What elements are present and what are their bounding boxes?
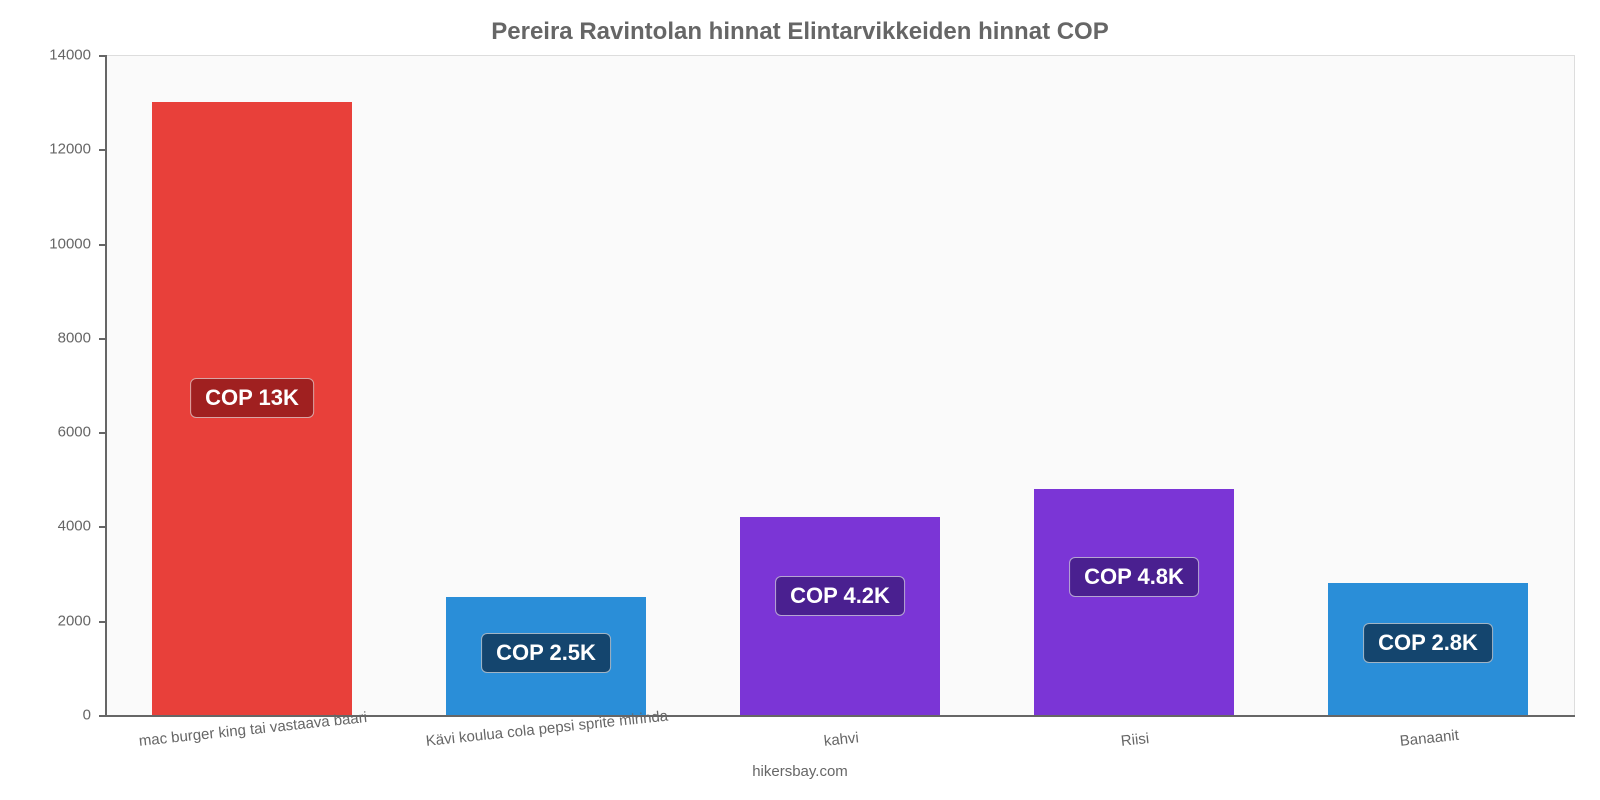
y-tick-label: 6000 <box>0 424 91 441</box>
x-tick-label: Riisi <box>1120 730 1150 750</box>
bar <box>1034 489 1234 715</box>
y-tick-label: 8000 <box>0 329 91 346</box>
chart-title: Pereira Ravintolan hinnat Elintarvikkeid… <box>0 18 1600 46</box>
y-tick-mark <box>99 149 105 151</box>
attribution-text: hikersbay.com <box>0 763 1600 780</box>
y-tick-mark <box>99 621 105 623</box>
y-tick-mark <box>99 338 105 340</box>
bar-value-label: COP 4.8K <box>1069 557 1199 597</box>
bar-value-label: COP 2.8K <box>1363 623 1493 663</box>
y-tick-mark <box>99 432 105 434</box>
y-tick-label: 12000 <box>0 141 91 158</box>
y-tick-label: 0 <box>0 707 91 724</box>
y-tick-label: 2000 <box>0 612 91 629</box>
chart-container: Pereira Ravintolan hinnat Elintarvikkeid… <box>0 0 1600 800</box>
y-axis-line <box>105 55 107 715</box>
y-tick-mark <box>99 244 105 246</box>
x-tick-label: kahvi <box>823 729 860 750</box>
bar-value-label: COP 4.2K <box>775 576 905 616</box>
bar-value-label: COP 13K <box>190 378 314 418</box>
y-tick-label: 14000 <box>0 47 91 64</box>
y-tick-label: 10000 <box>0 235 91 252</box>
y-tick-mark <box>99 55 105 57</box>
y-tick-mark <box>99 526 105 528</box>
y-tick-label: 4000 <box>0 518 91 535</box>
y-tick-mark <box>99 715 105 717</box>
x-tick-label: Banaanit <box>1399 727 1460 750</box>
bar-value-label: COP 2.5K <box>481 633 611 673</box>
